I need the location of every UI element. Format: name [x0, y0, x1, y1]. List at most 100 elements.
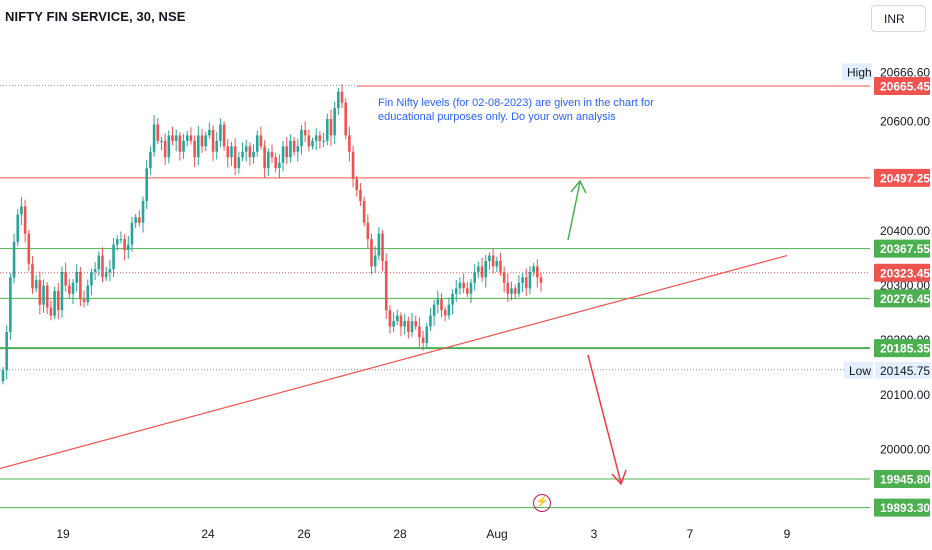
candle-body	[388, 310, 392, 327]
candle-body	[97, 255, 101, 270]
candle-body	[145, 168, 149, 201]
candle-body	[53, 291, 56, 316]
candle-body	[119, 239, 123, 241]
candle-body	[141, 200, 145, 223]
candle-body	[458, 282, 462, 289]
candle-body	[182, 140, 185, 152]
candle-body	[488, 255, 491, 261]
price-tick-label: 20000.00	[880, 442, 930, 456]
candle-body	[185, 135, 189, 141]
candle-body	[241, 151, 244, 158]
candle-body	[237, 157, 241, 169]
candle-body	[123, 239, 126, 251]
candle-body	[38, 280, 42, 305]
candle-body	[189, 135, 193, 141]
lightning-event-icon[interactable]: ⚡	[533, 494, 551, 512]
time-tick-label: 19	[56, 527, 70, 541]
candle-body	[134, 217, 137, 223]
candle-body	[71, 282, 75, 294]
candle-body	[104, 271, 108, 278]
level-tag-bg	[874, 168, 930, 187]
candle-body	[163, 140, 167, 158]
candle-body	[311, 140, 314, 147]
candle-body	[355, 179, 359, 191]
candle-body	[178, 135, 182, 152]
annotation-text: Fin Nifty levels (for 02-08-2023) are gi…	[378, 97, 657, 123]
candle-body	[432, 304, 436, 316]
time-tick-label: Aug	[486, 527, 507, 541]
level-tag-label: 19945.80	[880, 473, 930, 487]
trendline-layer	[0, 254, 788, 470]
level-tags: High 20666.60 Low 20145.75 20665.45 20497.25 2…	[842, 63, 931, 517]
level-tag-label: 19893.30	[880, 501, 930, 515]
candle-body	[160, 140, 163, 142]
candle-body	[281, 146, 285, 163]
candle-body	[93, 269, 97, 272]
candle-body	[270, 151, 274, 158]
time-tick-label: 7	[687, 527, 694, 541]
candle-body	[248, 146, 252, 158]
candle-body	[307, 135, 311, 147]
candle-body	[259, 135, 263, 147]
candle-body	[174, 135, 178, 141]
candle-body	[484, 260, 488, 278]
candle-body	[366, 222, 370, 240]
candle-body	[31, 263, 34, 289]
candle-body	[255, 135, 259, 152]
time-tick-label: 3	[591, 527, 598, 541]
candle-body	[86, 285, 90, 302]
candle-body	[329, 119, 333, 136]
candles	[1, 84, 543, 385]
level-tag-bg	[874, 263, 930, 282]
candle-body	[167, 135, 171, 158]
time-axis: 19 24 26 28 Aug 3 7 9	[56, 527, 790, 541]
price-tick-label: 20400.00	[880, 224, 930, 238]
candle-body	[348, 135, 351, 152]
candle-body	[193, 140, 196, 158]
candle-body	[414, 321, 418, 327]
candle-body	[233, 146, 237, 169]
candle-body	[491, 255, 495, 267]
low-tag-label: Low	[849, 364, 871, 378]
candle-body	[443, 310, 447, 316]
candle-body	[56, 291, 60, 311]
candle-body	[477, 266, 480, 272]
candle-body	[517, 282, 521, 294]
candle-body	[292, 140, 296, 152]
candle-body	[351, 151, 355, 180]
candle-body	[314, 135, 318, 141]
level-tag-label: 20367.55	[880, 242, 930, 256]
candle-body	[34, 280, 38, 289]
candle-body	[425, 326, 429, 343]
high-tag-bg	[842, 63, 872, 81]
level-tag-bg	[874, 498, 930, 517]
level-tag-bg	[874, 239, 930, 258]
candle-body	[495, 260, 499, 267]
high-tag-label: High	[847, 65, 872, 79]
candle-body	[539, 277, 543, 283]
candle-body	[502, 271, 506, 283]
candle-body	[79, 271, 82, 300]
level-tag-label: 20665.45	[880, 80, 930, 94]
candle-body	[418, 326, 421, 338]
ascending-trendline	[0, 254, 788, 470]
candle-body	[410, 321, 414, 332]
candle-body	[226, 146, 230, 158]
candle-body	[152, 124, 156, 152]
low-tag-bg	[844, 361, 873, 379]
candle-body	[440, 299, 443, 311]
candle-body	[318, 135, 322, 141]
candle-body	[90, 271, 93, 286]
candle-body	[267, 151, 270, 169]
candle-body	[344, 102, 347, 136]
currency-selector[interactable]: INR	[871, 5, 926, 32]
price-axis: 20600.0020400.0020300.0020200.0020100.00…	[880, 115, 930, 457]
candle-body	[204, 135, 207, 147]
candle-body	[252, 151, 255, 158]
candle-body	[359, 190, 362, 201]
candle-body	[156, 124, 160, 141]
candle-body	[462, 282, 465, 289]
up-arrow	[567, 181, 581, 241]
candle-body	[333, 108, 336, 136]
